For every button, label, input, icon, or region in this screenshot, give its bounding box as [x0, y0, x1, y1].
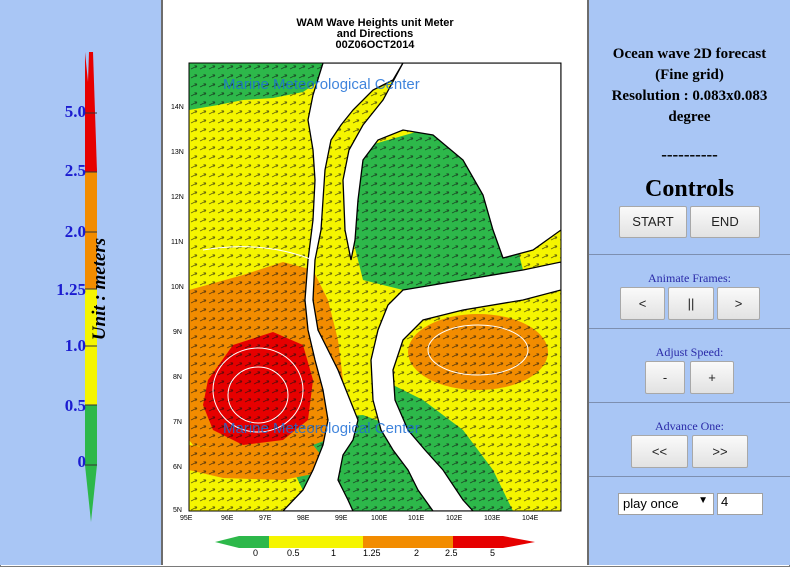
colorbar-label: 1.25	[363, 548, 381, 558]
lat-tick: 13N	[171, 149, 184, 156]
legend-level-2-0: 2.0	[64, 222, 86, 241]
end-button[interactable]: END	[690, 206, 760, 238]
lon-tick: 104E	[522, 515, 539, 522]
lat-tick: 7N	[173, 419, 182, 426]
legend-colorbar	[85, 52, 97, 522]
step-forward-button[interactable]: >>	[692, 435, 748, 468]
colorbar-label: 2	[414, 548, 420, 558]
lon-tick: 97E	[259, 515, 272, 522]
play-mode-value: play once	[623, 496, 679, 511]
map-title-line-3: 00Z06OCT2014	[335, 39, 415, 51]
step-back-button[interactable]: <<	[631, 435, 688, 468]
lon-tick: 101E	[408, 515, 425, 522]
colorbar-label: 2.5	[445, 548, 458, 558]
animate-frames-label: Animate Frames:	[648, 271, 731, 285]
lat-tick: 10N	[171, 284, 184, 291]
legend-level-2-5: 2.5	[64, 161, 86, 180]
legend-level-0: 0	[77, 452, 87, 471]
legend-level-5-0: 5.0	[64, 102, 86, 121]
forecast-title-line-1: Ocean wave 2D forecast	[612, 46, 767, 62]
lat-tick: 8N	[173, 374, 182, 381]
pause-button[interactable]: ||	[668, 287, 714, 320]
controls-panel: Ocean wave 2D forecast (Fine grid) Resol…	[589, 0, 790, 565]
map-panel: WAM Wave Heights unit Meter and Directio…	[163, 0, 589, 565]
lat-tick: 11N	[171, 239, 184, 246]
adjust-speed-label: Adjust Speed:	[655, 345, 724, 359]
colorbar-label: 0	[253, 548, 259, 558]
play-mode-select[interactable]: play once ▼	[618, 493, 714, 515]
map-title-line-2: and Directions	[336, 28, 414, 40]
colorbar-label: 1	[331, 548, 337, 558]
forecast-title-line-4: degree	[668, 109, 711, 125]
map-title-line-1: WAM Wave Heights unit Meter	[296, 17, 454, 29]
forecast-title: Ocean wave 2D forecast (Fine grid) Resol…	[589, 44, 790, 128]
lon-tick: 99E	[335, 515, 348, 522]
advance-one-label: Advance One:	[655, 419, 724, 433]
faster-button[interactable]: +	[690, 361, 734, 394]
section-divider	[589, 402, 790, 403]
colorbar-label: 0.5	[287, 548, 300, 558]
lat-tick: 9N	[173, 329, 182, 336]
watermark-bottom: Marine Meteorological Center	[223, 420, 420, 437]
legend-level-1-25: 1.25	[56, 280, 86, 299]
lon-tick: 98E	[297, 515, 310, 522]
dropdown-arrow-icon: ▼	[698, 495, 708, 506]
wave-height-map	[188, 62, 562, 548]
lat-tick: 5N	[173, 507, 182, 514]
lon-tick: 96E	[221, 515, 234, 522]
section-divider	[589, 328, 790, 329]
lon-tick: 95E	[180, 515, 193, 522]
lon-tick: 103E	[484, 515, 501, 522]
watermark-top: Marine Meteorological Center	[223, 76, 420, 93]
slower-button[interactable]: -	[645, 361, 685, 394]
forecast-title-line-2: (Fine grid)	[655, 67, 724, 83]
legend-level-1-0: 1.0	[64, 336, 86, 355]
lon-tick: 100E	[371, 515, 388, 522]
controls-heading: Controls	[645, 176, 734, 202]
start-button[interactable]: START	[619, 206, 687, 238]
legend-panel: 5.0 2.5 2.0 1.25 1.0 0.5 0 Unit : meters	[0, 0, 163, 565]
section-divider	[589, 254, 790, 255]
lat-tick: 6N	[173, 464, 182, 471]
lat-tick: 12N	[171, 194, 184, 201]
dash-separator: ----------	[661, 145, 718, 164]
lat-tick: 14N	[171, 104, 184, 111]
colorbar-label: 5	[490, 548, 496, 558]
frame-number-input[interactable]: 4	[717, 493, 763, 515]
lon-tick: 102E	[446, 515, 463, 522]
previous-frame-button[interactable]: <	[620, 287, 665, 320]
section-divider	[589, 476, 790, 477]
next-frame-button[interactable]: >	[717, 287, 760, 320]
legend-level-0-5: 0.5	[64, 396, 86, 415]
forecast-title-line-3: Resolution : 0.083x0.083	[611, 88, 768, 104]
